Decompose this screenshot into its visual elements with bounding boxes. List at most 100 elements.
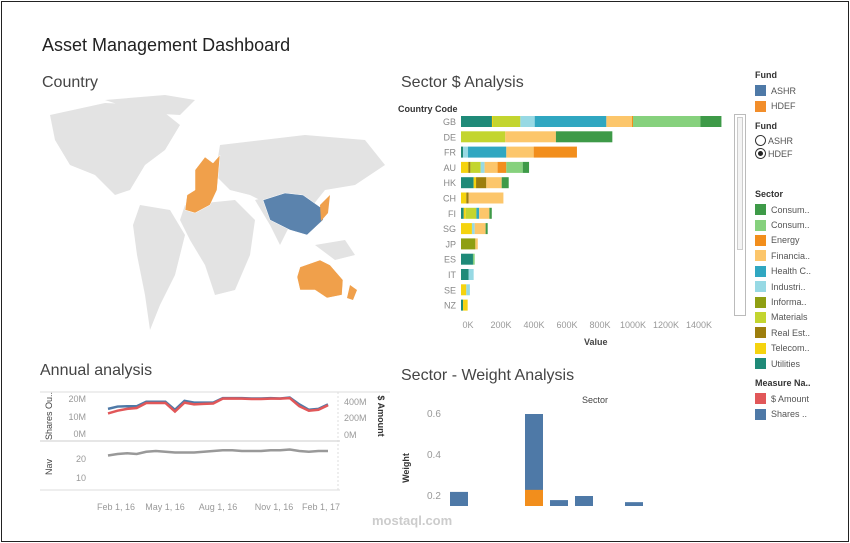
- australia-hdef-region[interactable]: [296, 259, 344, 299]
- bar-segment[interactable]: [466, 284, 470, 296]
- bar-segment[interactable]: [461, 177, 474, 189]
- bar-segment[interactable]: [501, 177, 509, 189]
- legend-item-sector[interactable]: Informa..: [755, 294, 811, 309]
- fund-radio-ashr[interactable]: ASHR: [755, 134, 793, 147]
- new-zealand-hdef-region[interactable]: [347, 285, 357, 300]
- bar-segment[interactable]: [461, 284, 467, 296]
- tick-label: 0.2: [427, 491, 441, 502]
- bar-segment[interactable]: [461, 161, 469, 173]
- weight-bar-hdef[interactable]: [525, 489, 543, 506]
- bar-segment[interactable]: [632, 116, 634, 127]
- legend-item-sector[interactable]: Industri..: [755, 279, 811, 294]
- bar-segment[interactable]: [461, 253, 473, 265]
- line-amount[interactable]: [107, 396, 329, 415]
- bar-segment[interactable]: [633, 116, 701, 127]
- weight-bar-ashr[interactable]: [550, 500, 568, 506]
- bar-segment[interactable]: [491, 116, 493, 127]
- bar-segment[interactable]: [484, 161, 498, 173]
- weight-bar-ashr[interactable]: [525, 414, 543, 506]
- bar-segment[interactable]: [505, 131, 556, 143]
- x-tick-label: 400K: [523, 320, 544, 330]
- radio-icon[interactable]: [755, 135, 766, 146]
- weight-bar-chart[interactable]: Weight 0.6 0.4 0.2: [395, 400, 675, 506]
- bar-segment[interactable]: [485, 223, 488, 235]
- weight-bar-ashr[interactable]: [450, 491, 468, 506]
- bar-segment[interactable]: [489, 207, 492, 219]
- line-nav[interactable]: [107, 448, 328, 457]
- bar-segment[interactable]: [461, 207, 464, 219]
- x-tick-label: 600K: [556, 320, 577, 330]
- legend-item-sector[interactable]: Telecom..: [755, 341, 811, 356]
- bar-segment[interactable]: [476, 207, 480, 219]
- bar-segment[interactable]: [461, 269, 469, 280]
- bar-segment[interactable]: [522, 161, 530, 173]
- bar-segment[interactable]: [473, 177, 477, 189]
- legend-item-sector[interactable]: Energy: [755, 233, 811, 248]
- legend-item-sector[interactable]: Consum..: [755, 217, 811, 232]
- country-code-label: DE: [443, 132, 456, 142]
- bar-segment[interactable]: [486, 177, 502, 189]
- legend-item-ashr[interactable]: ASHR: [755, 83, 796, 98]
- legend-item-shares[interactable]: Shares ..: [755, 406, 811, 421]
- bar-segment[interactable]: [461, 223, 472, 235]
- bar-segment[interactable]: [468, 269, 474, 280]
- japan-hdef-region[interactable]: [320, 195, 330, 221]
- legend-label: HDEF: [771, 101, 796, 112]
- bar-segment[interactable]: [461, 146, 464, 158]
- bar-segment[interactable]: [466, 192, 469, 204]
- bar-segment[interactable]: [468, 192, 504, 204]
- bar-segment[interactable]: [471, 223, 475, 235]
- bar-segment[interactable]: [463, 299, 468, 311]
- radio-selected-icon[interactable]: [755, 148, 766, 159]
- bar-segment[interactable]: [700, 116, 722, 127]
- annual-line-chart[interactable]: Shares Ou.. Nav $ Amount 20M 10M 0M 400M…: [40, 385, 395, 515]
- weight-bar-ashr[interactable]: [575, 496, 593, 506]
- bar-segment[interactable]: [506, 161, 523, 173]
- bar-segment[interactable]: [463, 207, 466, 219]
- legend-label: Real Est..: [771, 327, 811, 338]
- bar-segment[interactable]: [506, 146, 534, 158]
- color-swatch: [755, 204, 766, 216]
- bar-segment[interactable]: [465, 207, 477, 219]
- legend-item-hdef[interactable]: HDEF: [755, 98, 796, 113]
- bar-segment[interactable]: [475, 238, 478, 250]
- bar-segment[interactable]: [520, 116, 535, 127]
- bar-segment[interactable]: [479, 207, 490, 219]
- scrollbar-thumb[interactable]: [737, 117, 743, 250]
- measure-legend-title: Measure Na..: [755, 378, 811, 388]
- bar-segment[interactable]: [461, 299, 464, 311]
- europe-hdef-region[interactable]: [184, 154, 221, 214]
- legend-item-sector[interactable]: Materials: [755, 310, 811, 325]
- legend-item-sector[interactable]: Utilities: [755, 356, 811, 371]
- bar-segment[interactable]: [468, 146, 507, 158]
- legend-item-sector[interactable]: Financia..: [755, 248, 811, 263]
- scrollbar[interactable]: [734, 114, 746, 316]
- bar-segment[interactable]: [461, 116, 492, 127]
- bar-segment[interactable]: [533, 146, 577, 158]
- legend-item-sector[interactable]: Health C..: [755, 264, 811, 279]
- bar-segment[interactable]: [534, 116, 607, 127]
- bar-segment[interactable]: [468, 161, 471, 173]
- bar-segment[interactable]: [461, 131, 506, 143]
- country-map[interactable]: [45, 95, 390, 355]
- bar-segment[interactable]: [472, 253, 475, 265]
- bar-segment[interactable]: [606, 116, 632, 127]
- bar-segment[interactable]: [476, 177, 487, 189]
- bar-segment[interactable]: [461, 238, 476, 250]
- dashboard-title: Asset Management Dashboard: [42, 35, 291, 55]
- legend-item-sector[interactable]: Real Est..: [755, 325, 811, 340]
- bar-segment[interactable]: [497, 161, 507, 173]
- bar-segment[interactable]: [555, 131, 613, 143]
- fund-radio-hdef[interactable]: HDEF: [755, 147, 793, 160]
- color-swatch: [755, 296, 766, 308]
- bar-segment[interactable]: [470, 161, 481, 173]
- bar-segment[interactable]: [463, 146, 469, 158]
- sector-bar-chart[interactable]: GB DE FR AU HK CH FI SG JP ES IT SE NZ 0K 200K 400K 600K…: [390, 110, 735, 335]
- bar-segment[interactable]: [461, 192, 467, 204]
- bar-segment[interactable]: [474, 223, 486, 235]
- legend-item-amount[interactable]: $ Amount: [755, 391, 811, 406]
- bar-segment[interactable]: [480, 161, 485, 173]
- weight-bar-ashr[interactable]: [625, 502, 643, 506]
- bar-segment[interactable]: [492, 116, 521, 127]
- legend-item-sector[interactable]: Consum..: [755, 202, 811, 217]
